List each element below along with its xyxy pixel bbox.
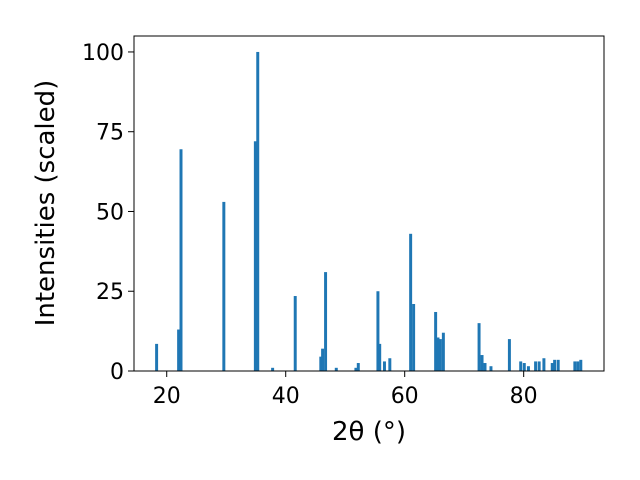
bar [271, 367, 275, 371]
bar [519, 361, 523, 371]
bar [534, 361, 538, 371]
y-tick-label: 75 [96, 121, 124, 146]
bar [382, 361, 386, 371]
y-tick-label: 50 [96, 200, 124, 225]
bar [334, 367, 338, 371]
bar [155, 343, 159, 371]
x-tick-label: 20 [153, 384, 181, 409]
bar [179, 149, 183, 371]
bar [356, 363, 360, 371]
bar [579, 359, 583, 371]
bar [553, 359, 557, 371]
bar [293, 296, 297, 371]
y-axis-label: Intensities (scaled) [31, 80, 61, 327]
bar [507, 339, 511, 371]
x-axis-label: 2θ (°) [332, 417, 406, 447]
bar [378, 343, 382, 371]
bar [354, 367, 358, 371]
y-tick-label: 25 [96, 280, 124, 305]
bar [319, 356, 323, 371]
bar [526, 366, 530, 371]
bar [409, 233, 413, 371]
bar [576, 361, 580, 371]
bar [522, 363, 526, 371]
bar-series [155, 51, 583, 371]
y-tick-label: 0 [110, 360, 124, 385]
bar [256, 51, 260, 371]
bar [556, 359, 560, 371]
x-tick-label: 80 [510, 384, 538, 409]
bar [434, 311, 438, 371]
bar [483, 363, 487, 371]
bar [537, 361, 541, 371]
bar [489, 366, 493, 371]
bar [376, 291, 380, 371]
bar [321, 348, 325, 371]
bar [438, 339, 442, 371]
bar [550, 363, 554, 371]
bar [441, 332, 445, 371]
bar [388, 358, 392, 371]
bar [222, 201, 226, 371]
y-tick-label: 100 [82, 41, 124, 66]
x-tick-label: 60 [391, 384, 419, 409]
bar [480, 355, 484, 371]
plot-frame [133, 35, 605, 372]
bar [412, 304, 416, 371]
bar [253, 141, 257, 371]
x-axis: 20 40 60 80 [153, 371, 538, 409]
bar [477, 323, 481, 371]
bar [177, 329, 181, 371]
x-tick-label: 40 [272, 384, 300, 409]
y-axis: 0 25 50 75 100 [82, 41, 134, 385]
bar [324, 272, 328, 371]
bar [542, 358, 546, 371]
bar [436, 337, 440, 371]
bar [573, 361, 577, 371]
